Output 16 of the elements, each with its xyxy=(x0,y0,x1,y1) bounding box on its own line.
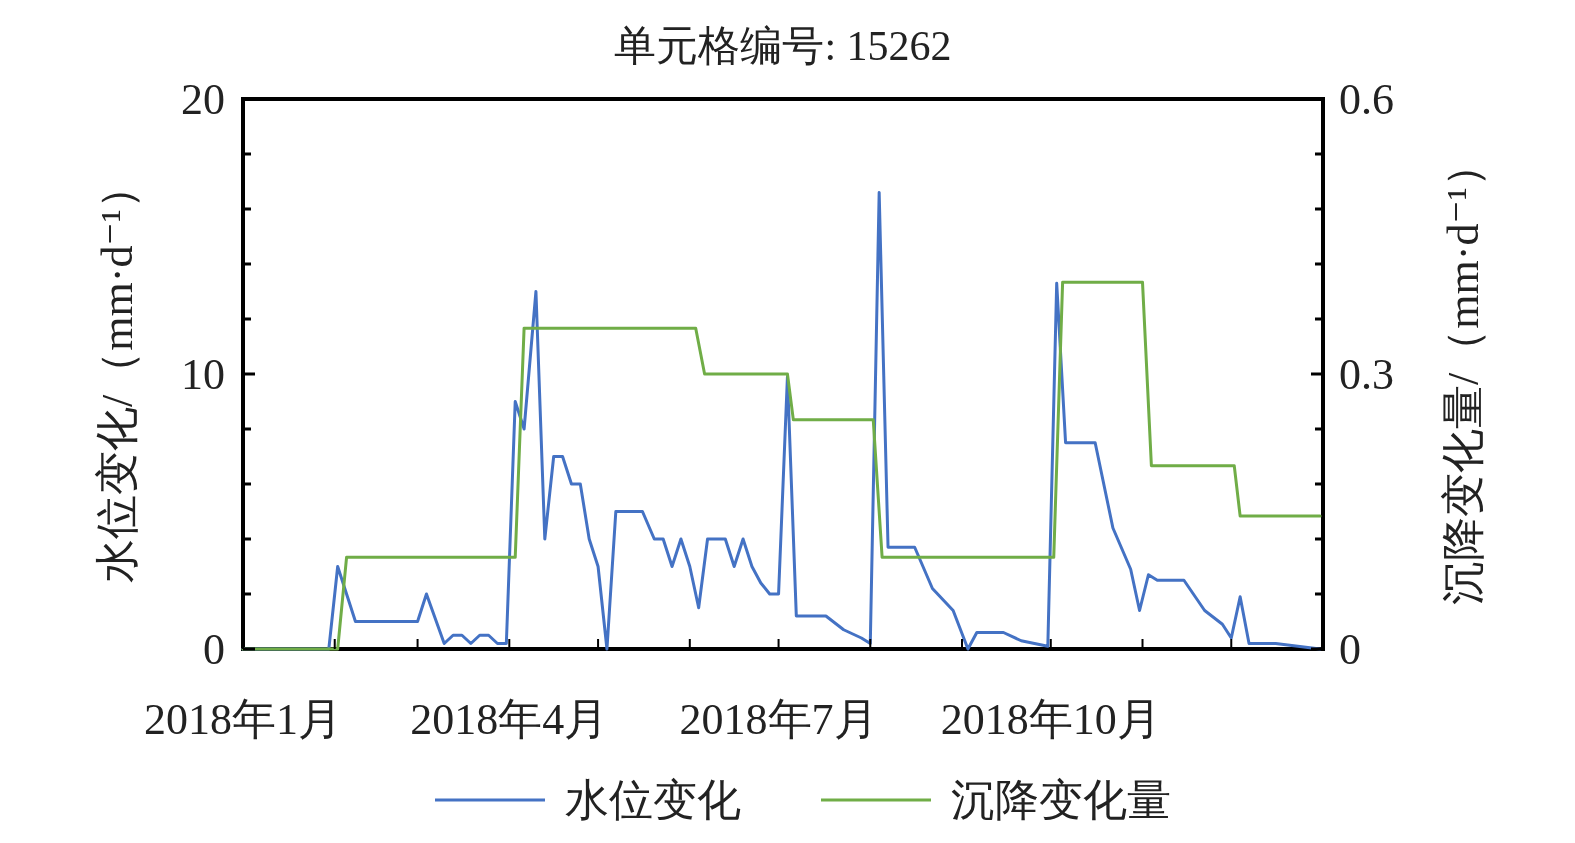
line-series xyxy=(241,280,1322,651)
y2-axis-title: 沉降变化量/（mm·d⁻¹） xyxy=(1439,143,1488,605)
legend-label: 沉降变化量 xyxy=(951,776,1171,826)
x-tick-label: 2018年4月 xyxy=(410,695,609,744)
y2-tick-label: 0 xyxy=(1339,625,1361,675)
y-axis-title: 水位变化/（mm·d⁻¹） xyxy=(93,165,142,583)
legend-label: 水位变化 xyxy=(565,776,741,826)
y2-tick-label: 0.3 xyxy=(1339,350,1394,400)
y2-tick-label: 0.6 xyxy=(1339,75,1394,125)
x-tick-label: 2018年1月 xyxy=(144,695,342,744)
y-tick-label: 20 xyxy=(181,75,225,125)
chart-title: 单元格编号: 15262 xyxy=(614,23,952,69)
x-tick-label: 2018年7月 xyxy=(679,695,878,744)
x-tick-label: 2018年10月 xyxy=(940,695,1161,744)
y-tick-label: 10 xyxy=(181,350,225,400)
y-tick-label: 0 xyxy=(203,625,225,675)
